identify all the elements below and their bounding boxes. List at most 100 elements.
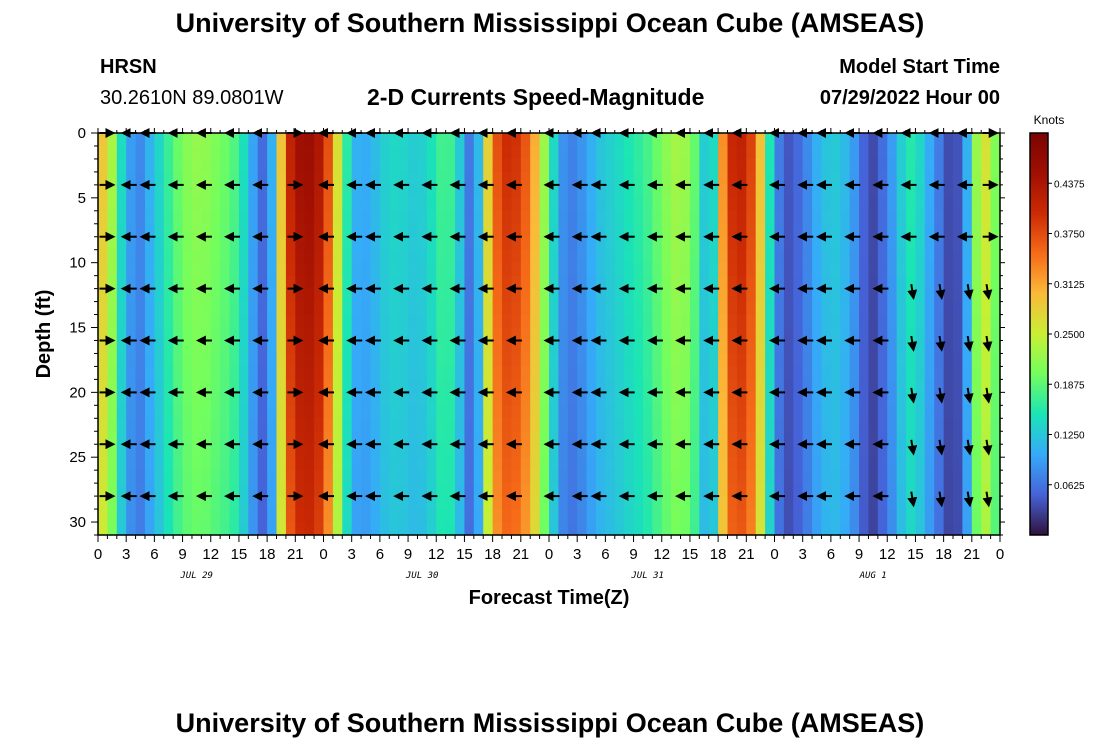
heatmap-cell: [877, 288, 888, 303]
heatmap-cell: [351, 314, 362, 329]
heatmap-cell: [558, 236, 569, 251]
heatmap-cell: [210, 158, 221, 173]
heatmap-cell: [502, 522, 513, 536]
heatmap-cell: [755, 288, 766, 303]
heatmap-cell: [445, 457, 456, 471]
heatmap-cell: [370, 249, 381, 264]
heatmap-cell: [586, 275, 597, 290]
heatmap-cell: [502, 288, 513, 303]
heatmap-cell: [943, 470, 954, 484]
heatmap-cell: [342, 314, 353, 329]
heatmap-cell: [830, 171, 841, 186]
heatmap-cell: [464, 184, 475, 199]
heatmap-cell: [924, 223, 935, 238]
heatmap-cell: [727, 392, 738, 406]
heatmap-cell: [191, 301, 202, 316]
heatmap-cell: [718, 171, 729, 186]
heatmap-cell: [238, 392, 249, 406]
heatmap-cell: [455, 171, 466, 186]
heatmap-cell: [605, 223, 616, 238]
heatmap-cell: [680, 236, 691, 251]
heatmap-cell: [389, 145, 400, 160]
heatmap-cell: [332, 288, 343, 303]
heatmap-cell: [971, 275, 982, 290]
heatmap-cell: [642, 379, 653, 393]
heatmap-cell: [116, 145, 127, 160]
heatmap-cell: [793, 223, 804, 238]
heatmap-cell: [511, 496, 522, 510]
heatmap-cell: [483, 457, 494, 471]
heatmap-cell: [718, 483, 729, 497]
heatmap-cell: [783, 379, 794, 393]
heatmap-cell: [586, 340, 597, 355]
heatmap-cell: [426, 340, 437, 355]
heatmap-cell: [332, 210, 343, 225]
heatmap-cell: [210, 379, 221, 393]
heatmap-cell: [718, 133, 729, 147]
heatmap-cell: [210, 210, 221, 225]
heatmap-cell: [718, 431, 729, 445]
heatmap-cell: [98, 133, 108, 147]
x-tick-label: 18: [935, 546, 952, 563]
heatmap-cell: [154, 145, 165, 160]
heatmap-cell: [144, 262, 155, 277]
heatmap-cell: [971, 418, 982, 432]
heatmap-cell: [981, 314, 992, 329]
heatmap-cell: [783, 457, 794, 471]
heatmap-cell: [445, 210, 456, 225]
heatmap-cell: [332, 522, 343, 536]
heatmap-cell: [304, 327, 315, 342]
heatmap-cell: [840, 444, 851, 458]
heatmap-cell: [671, 133, 682, 147]
heatmap-cell: [379, 353, 390, 368]
heatmap-cell: [765, 431, 776, 445]
heatmap-cell: [408, 171, 419, 186]
heatmap-cell: [539, 223, 550, 238]
heatmap-cell: [492, 145, 503, 160]
heatmap-cell: [586, 262, 597, 277]
heatmap-cell: [642, 509, 653, 523]
heatmap-cell: [398, 249, 409, 264]
heatmap-cell: [285, 223, 296, 238]
heatmap-cell: [661, 327, 672, 342]
heatmap-cell: [436, 314, 447, 329]
footer-title: University of Southern Mississippi Ocean…: [175, 708, 925, 738]
heatmap-cell: [332, 457, 343, 471]
x-tick-label: 18: [710, 546, 727, 563]
heatmap-cell: [502, 197, 513, 212]
heatmap-cell: [774, 327, 785, 342]
heatmap-cell: [295, 496, 306, 510]
heatmap-cell: [389, 470, 400, 484]
heatmap-cell: [642, 145, 653, 160]
heatmap-cell: [107, 223, 118, 238]
heatmap-cell: [793, 275, 804, 290]
heatmap-cell: [652, 444, 663, 458]
heatmap-cell: [492, 171, 503, 186]
heatmap-cell: [520, 418, 531, 432]
heatmap-cell: [370, 184, 381, 199]
heatmap-cell: [990, 301, 1001, 316]
heatmap-cell: [361, 133, 372, 147]
heatmap-cell: [793, 133, 804, 147]
heatmap-cell: [389, 133, 400, 147]
heatmap-cell: [445, 405, 456, 419]
heatmap-cell: [859, 171, 870, 186]
heatmap-cell: [361, 353, 372, 368]
heatmap-cell: [981, 431, 992, 445]
heatmap-cell: [652, 249, 663, 264]
heatmap-cell: [727, 301, 738, 316]
heatmap-cell: [567, 340, 578, 355]
heatmap-cell: [502, 262, 513, 277]
heatmap-cell: [445, 301, 456, 316]
heatmap-cell: [398, 314, 409, 329]
heatmap-cell: [304, 470, 315, 484]
heatmap-cell: [107, 262, 118, 277]
heatmap-cell: [783, 509, 794, 523]
heatmap-cell: [520, 379, 531, 393]
heatmap-cell: [502, 353, 513, 368]
heatmap-cell: [351, 327, 362, 342]
heatmap-cell: [220, 249, 231, 264]
heatmap-cell: [558, 184, 569, 199]
x-axis-title: Forecast Time(Z): [469, 587, 630, 609]
heatmap-cell: [755, 262, 766, 277]
